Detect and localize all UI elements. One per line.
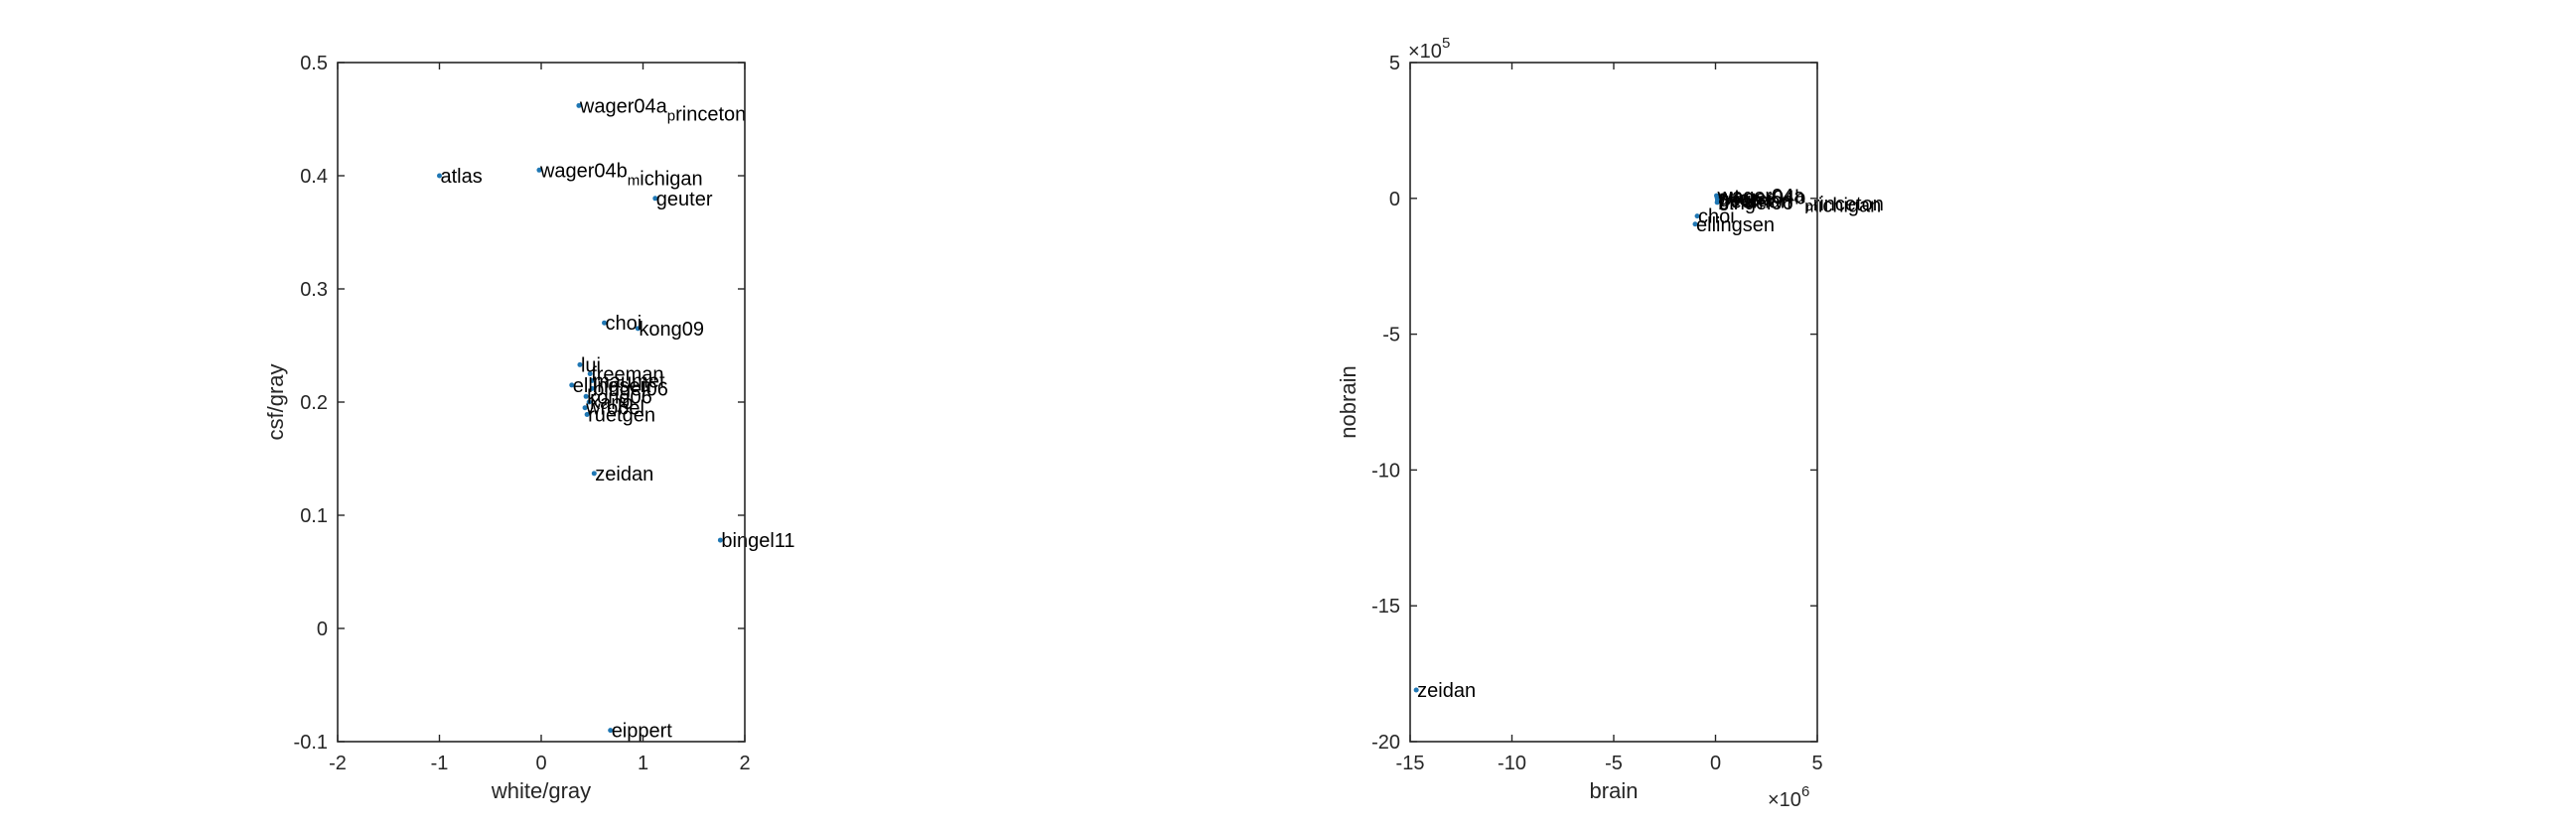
- left-label-layer: wager04aprinceton wager04bmichigan atlas ge…: [441, 95, 795, 742]
- left-point-label: wager04aprinceton: [579, 95, 746, 125]
- left-data-point: [536, 167, 542, 173]
- right-y-tick-label: -5: [1382, 325, 1400, 346]
- right-point-label: choi: [1698, 207, 1735, 228]
- right-point-label: wager04bmichigan: [1718, 187, 1882, 216]
- left-point-label: geuter: [656, 189, 713, 210]
- right-point-label: ellingsen: [1696, 214, 1775, 236]
- left-x-axis-label: white/gray: [491, 778, 591, 803]
- right-data-point: [1692, 221, 1698, 227]
- left-point-label: bingel06: [593, 378, 668, 400]
- left-data-point: [589, 377, 595, 383]
- left-point-label: ellingsen: [573, 375, 651, 397]
- left-point-layer: [437, 102, 723, 734]
- right-x-tick-label: -5: [1605, 753, 1623, 774]
- right-point-label: atlas: [1718, 188, 1760, 209]
- right-point-label: wager04aprinceton: [1717, 186, 1884, 215]
- left-data-point: [587, 371, 593, 376]
- right-tick-layer: -15 -10 -5 0 5-20-15-10-505: [1371, 53, 1822, 774]
- left-data-point: [586, 399, 592, 405]
- left-point-label: kong09: [639, 319, 704, 341]
- left-data-point: [589, 385, 595, 391]
- left-data-point: [582, 405, 588, 411]
- right-y-multiplier-exp: 5: [1442, 35, 1450, 52]
- scatter-plot-brain-vs-nobrain: wager04aprincetonwager04bmichiganatlasge…: [1336, 35, 1884, 811]
- left-y-tick-label: 0.3: [300, 279, 328, 301]
- left-point-label: freeman: [591, 364, 663, 386]
- left-data-point: [608, 728, 614, 734]
- left-data-point: [635, 326, 641, 332]
- right-y-tick-label: -15: [1371, 596, 1400, 618]
- left-y-tick-label: 0.4: [300, 166, 328, 188]
- left-point-label: ruetgen: [588, 405, 655, 427]
- left-x-tick-label: 1: [638, 753, 648, 774]
- right-x-multiplier-base: ×10: [1768, 789, 1801, 811]
- left-y-tick-label: -0.1: [294, 732, 328, 754]
- left-point-label: zeidan: [595, 464, 653, 485]
- left-point-label: lui: [581, 354, 601, 376]
- left-data-point: [591, 471, 597, 477]
- left-point-label: wager04bmichigan: [539, 160, 703, 190]
- right-point-label: zeidan: [1417, 680, 1476, 702]
- right-x-tick-label: 5: [1811, 753, 1822, 774]
- left-y-tick-label: 0.5: [300, 53, 328, 74]
- left-x-tick-label: 0: [535, 753, 546, 774]
- left-data-point: [437, 173, 442, 179]
- right-y-axis-label: nobrain: [1336, 365, 1360, 438]
- left-point-label: choi: [606, 313, 643, 335]
- left-y-tick-label: 0.1: [300, 505, 328, 527]
- left-y-axis-label: csf/gray: [263, 363, 288, 440]
- right-point-label: freeman: [1719, 192, 1791, 213]
- right-x-tick-label: 0: [1710, 753, 1721, 774]
- right-y-multiplier-base: ×10: [1408, 41, 1442, 63]
- left-tick-layer: -2 -1 0 1 2 -0.1 0 0.1 0.2 0.3 0.4 0.5: [294, 53, 751, 774]
- right-y-tick-label: -20: [1371, 732, 1400, 754]
- right-x-multiplier-exp: 6: [1801, 783, 1809, 800]
- right-x-tick-label: -10: [1498, 753, 1526, 774]
- scatter-plot-white-vs-csf: wager04aprinceton wager04bmichigan atlas ge…: [263, 53, 795, 803]
- left-x-tick-label: -1: [431, 753, 449, 774]
- left-data-point: [577, 361, 583, 367]
- left-x-tick-label: -2: [329, 753, 347, 774]
- right-y-tick-label: 5: [1389, 53, 1400, 74]
- right-data-point: [1694, 213, 1700, 219]
- right-data-point: [1714, 200, 1720, 206]
- right-x-tick-label: -15: [1396, 753, 1425, 774]
- left-point-label: kong06: [587, 386, 652, 408]
- left-x-tick-label: 2: [739, 753, 750, 774]
- right-x-axis-label: brain: [1590, 778, 1639, 803]
- right-y-tick-label: 0: [1389, 189, 1400, 210]
- left-data-point: [576, 102, 582, 108]
- left-y-tick-label: 0: [317, 619, 328, 640]
- right-point-layer: [1413, 193, 1721, 693]
- left-point-label: kano: [590, 392, 633, 414]
- left-point-label: maumet: [593, 370, 665, 392]
- left-data-point: [602, 320, 608, 326]
- left-point-label: eippert: [612, 721, 673, 743]
- left-point-label: atlas: [441, 166, 483, 188]
- left-data-point: [583, 393, 589, 399]
- right-y-multiplier: ×105: [1408, 35, 1450, 63]
- right-label-layer: wager04aprincetonwager04bmichiganatlasge…: [1417, 186, 1884, 702]
- left-data-point: [584, 412, 590, 418]
- left-y-tick-label: 0.2: [300, 392, 328, 414]
- left-point-label: wrobel: [585, 398, 644, 420]
- left-data-point: [569, 382, 575, 388]
- left-data-point: [717, 537, 723, 543]
- right-y-tick-label: -10: [1371, 460, 1400, 482]
- left-data-point: [652, 196, 658, 202]
- right-point-label: bingel06: [1718, 193, 1793, 214]
- left-point-label: bingel11: [721, 530, 794, 552]
- right-x-multiplier: ×106: [1768, 783, 1809, 811]
- right-data-point: [1413, 687, 1419, 693]
- right-point-label: geuter: [1719, 190, 1776, 211]
